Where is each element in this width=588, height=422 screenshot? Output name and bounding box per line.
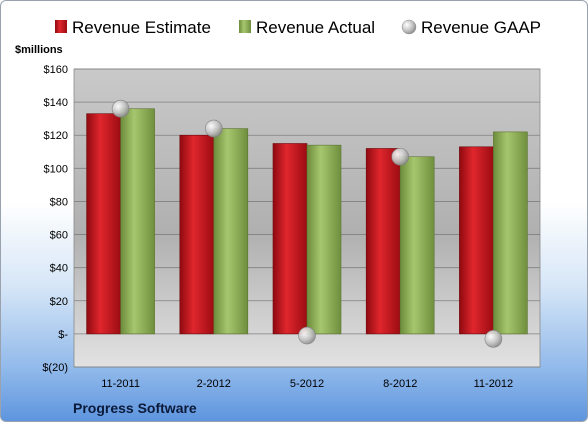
y-tick-label: $(20) <box>42 362 68 374</box>
x-axis-ticks: 11-2011 2-2012 5-2012 8-2012 11-2012 <box>101 378 513 390</box>
y-axis-unit-label: $millions <box>15 44 63 56</box>
y-tick-label: $160 <box>44 64 68 76</box>
company-name: Progress Software <box>73 400 197 416</box>
marker-revenue-gaap-2-2012 <box>205 119 223 138</box>
gaap-markers <box>111 99 503 348</box>
legend-label-revenue-gaap: Revenue GAAP <box>421 18 541 37</box>
legend-swatch-revenue-estimate <box>55 20 67 33</box>
x-tick-label: 11-2011 <box>101 378 140 390</box>
marker-revenue-gaap-8-2012 <box>391 147 410 166</box>
bar-revenue-estimate-8-2012 <box>365 148 401 335</box>
y-tick-label: $80 <box>50 196 68 208</box>
legend-item-revenue-gaap: Revenue GAAP <box>401 18 541 37</box>
marker-revenue-gaap-5-2012 <box>298 326 316 345</box>
bar-revenue-actual-11-2012 <box>493 131 528 335</box>
legend-label-revenue-estimate: Revenue Estimate <box>72 18 211 37</box>
marker-revenue-gaap-11-2011 <box>111 99 130 118</box>
y-axis-ticks: $(20) $- $20 $40 $60 $80 $100 $120 $140 $160 <box>42 64 68 374</box>
bar-revenue-actual-2-2012 <box>213 128 249 335</box>
bar-revenue-actual-5-2012 <box>306 144 342 335</box>
legend: Revenue Estimate Revenue Actual Revenue … <box>55 18 541 37</box>
x-tick-label: 11-2012 <box>474 378 514 390</box>
x-tick-label: 8-2012 <box>383 378 417 390</box>
legend-swatch-revenue-gaap <box>401 19 417 35</box>
legend-swatch-revenue-actual <box>239 20 251 33</box>
y-tick-label: $60 <box>50 230 68 242</box>
legend-item-revenue-estimate: Revenue Estimate <box>55 18 211 37</box>
x-tick-label: 2-2012 <box>197 378 231 390</box>
legend-label-revenue-actual: Revenue Actual <box>256 18 375 37</box>
y-tick-label: $100 <box>44 163 68 175</box>
marker-revenue-gaap-11-2012 <box>484 330 503 348</box>
legend-item-revenue-actual: Revenue Actual <box>239 18 375 37</box>
y-tick-label: $40 <box>50 263 68 275</box>
bars <box>86 108 528 335</box>
y-tick-label: $20 <box>50 296 68 308</box>
bar-revenue-actual-11-2011 <box>120 108 155 335</box>
bar-revenue-estimate-5-2012 <box>272 143 308 335</box>
y-tick-label: $120 <box>44 130 68 142</box>
y-tick-label: $- <box>58 329 68 341</box>
bar-revenue-estimate-11-2011 <box>86 113 121 335</box>
bar-revenue-actual-8-2012 <box>399 156 435 335</box>
bar-revenue-estimate-11-2012 <box>459 146 494 335</box>
x-tick-label: 5-2012 <box>290 378 324 390</box>
bar-revenue-estimate-2-2012 <box>179 134 215 335</box>
y-tick-label: $140 <box>44 97 68 109</box>
